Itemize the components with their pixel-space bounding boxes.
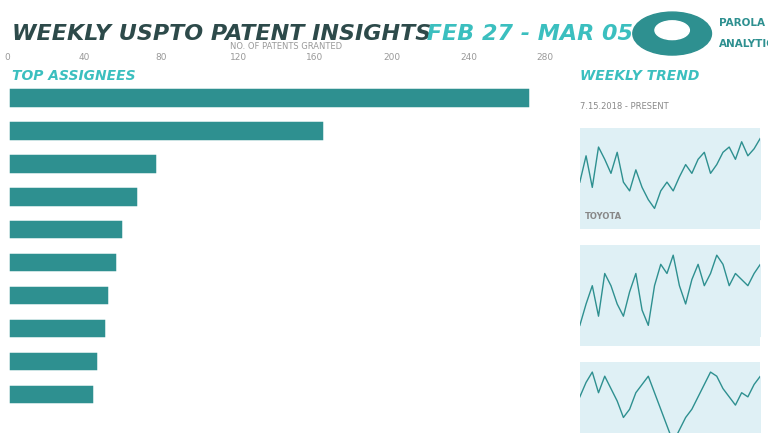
Text: FEB 27 - MAR 05 2019: FEB 27 - MAR 05 2019 <box>419 23 702 44</box>
Bar <box>8 219 123 239</box>
Text: WEEKLY USPTO PATENT INSIGHTS: WEEKLY USPTO PATENT INSIGHTS <box>12 23 431 44</box>
Bar <box>8 186 138 207</box>
Text: 7.15.2018 - PRESENT: 7.15.2018 - PRESENT <box>580 102 668 111</box>
Text: ANALYTICS: ANALYTICS <box>719 39 768 48</box>
Bar <box>8 285 109 305</box>
Bar <box>8 252 117 272</box>
Bar <box>8 153 157 174</box>
Bar <box>8 120 324 141</box>
Bar <box>8 318 105 338</box>
Bar <box>8 384 94 404</box>
Bar <box>8 351 98 371</box>
Text: PAROLA: PAROLA <box>719 19 765 29</box>
Circle shape <box>633 12 711 55</box>
Circle shape <box>655 21 690 39</box>
Bar <box>8 87 530 108</box>
X-axis label: NO. OF PATENTS GRANTED: NO. OF PATENTS GRANTED <box>230 42 342 51</box>
Text: TOYOTA: TOYOTA <box>585 212 622 221</box>
Text: TOP ASSIGNEES: TOP ASSIGNEES <box>12 69 135 83</box>
Text: WEEKLY TREND: WEEKLY TREND <box>580 69 699 83</box>
Text: SONY: SONY <box>585 365 620 375</box>
